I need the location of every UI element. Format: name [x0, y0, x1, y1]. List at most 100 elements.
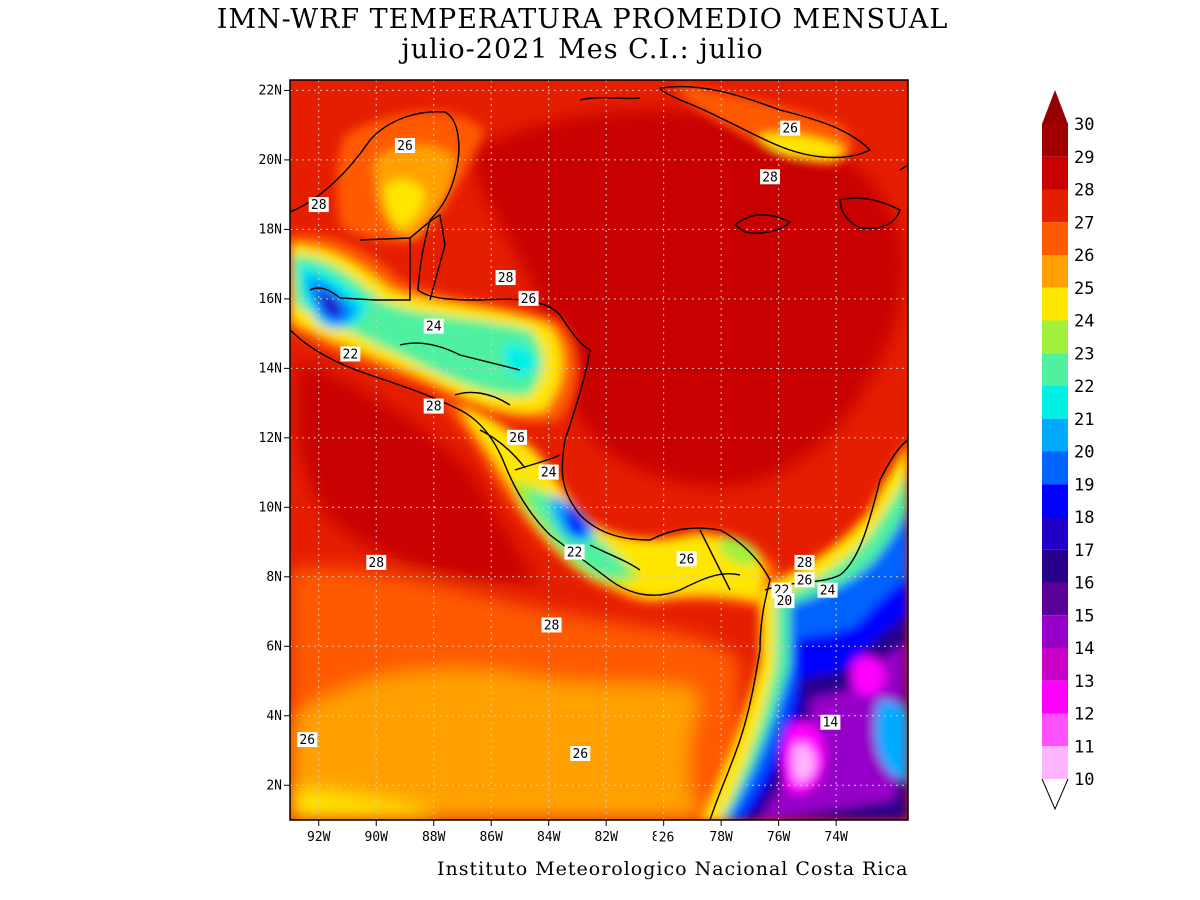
colorbar-level-label: 14 [1074, 639, 1094, 659]
contour-label: 26 [394, 138, 415, 154]
contour-label-text: 22 [567, 545, 583, 560]
colorbar-level-label: 23 [1074, 344, 1094, 364]
colorbar-swatch [1042, 320, 1068, 354]
contour-label-text: 28 [797, 556, 813, 571]
contour-label-box [564, 544, 585, 560]
lat-tick-label: 16N [259, 292, 282, 307]
lon-tick-label: 84W [537, 830, 561, 845]
lat-tick-label: 20N [259, 153, 282, 168]
colorbar-swatch [1042, 713, 1068, 747]
colorbar-swatch [1042, 615, 1068, 648]
contour-label-text: 26 [509, 431, 525, 446]
contour-label: 28 [423, 398, 444, 415]
contour-label: 24 [423, 318, 444, 335]
colorbar-level-label: 28 [1074, 181, 1094, 201]
lon-tick-label: 92W [307, 830, 331, 845]
contour-label-box [780, 120, 801, 136]
colorbar-swatch [1042, 582, 1068, 616]
contour-label-box [676, 551, 697, 567]
contour-label-text: 28 [498, 271, 514, 286]
contour-label-box [423, 318, 444, 334]
contour-label: 28 [308, 197, 329, 213]
colorbar-top-arrow [1042, 90, 1068, 124]
colorbar-swatch [1042, 746, 1068, 779]
colorbar-level-label: 24 [1074, 312, 1094, 332]
contour-label-text: 26 [797, 573, 813, 588]
contour-label-text: 26 [572, 747, 588, 762]
colorbar-bottom-arrow [1041, 778, 1069, 811]
chart-subtitle: julio-2021 Mes C.I.: julio [401, 34, 764, 65]
colorbar-swatch [1042, 680, 1068, 714]
contour-label-text: 24 [426, 320, 442, 335]
colorbar-swatch [1042, 189, 1068, 223]
colorbar-level-label: 26 [1074, 246, 1094, 266]
contour-label-text: 26 [679, 552, 695, 567]
chart-title: IMN-WRF TEMPERATURA PROMEDIO MENSUAL [216, 4, 949, 35]
contour-label: 28 [794, 554, 815, 571]
lat-tick-label: 4N [266, 709, 282, 724]
contour-label: 26 [507, 429, 528, 446]
contour-label: 22 [340, 346, 361, 362]
institution-credit: Instituto Meteorologico Nacional Costa R… [437, 858, 909, 880]
colorbar-level-label: 21 [1074, 410, 1094, 430]
contour-label-box [541, 617, 562, 633]
lon-tick-label: 88W [422, 830, 446, 845]
lon-tick-label: 76W [767, 830, 791, 845]
contour-label-box [340, 346, 361, 362]
contour-label-box [297, 732, 318, 748]
temperature-field [290, 80, 908, 820]
contour-label: 28 [366, 554, 387, 571]
colorbar-swatch [1042, 451, 1068, 485]
contour-label: 20 [774, 593, 795, 609]
colorbar-level-label: 13 [1074, 672, 1094, 692]
contour-label-text: 26 [521, 292, 537, 307]
contour-label-box [794, 554, 815, 570]
colorbar-level-label: 19 [1074, 475, 1094, 495]
contour-label: 22 [564, 544, 585, 560]
colorbar-level-label: 16 [1074, 574, 1094, 594]
contour-label: 26 [656, 829, 677, 845]
lat-tick-label: 2N [266, 778, 282, 793]
colorbar-swatch [1042, 549, 1068, 583]
contour-label-box [774, 593, 795, 609]
longitude-ticks: 92W90W88W86W84W82W80W78W76W74W [307, 820, 848, 845]
lat-tick-label: 8N [266, 570, 282, 585]
lat-tick-label: 14N [259, 361, 282, 376]
colorbar-level-label: 25 [1074, 279, 1094, 299]
contour-label-box [495, 270, 516, 286]
lon-tick-label: 90W [364, 830, 388, 845]
lat-tick-label: 12N [259, 431, 282, 446]
colorbar-swatch [1042, 156, 1068, 190]
colorbar-level-label: 29 [1074, 148, 1094, 168]
contour-label: 26 [518, 290, 539, 307]
colorbar-level-label: 10 [1074, 770, 1094, 790]
contour-label-box [394, 138, 415, 154]
contour-label-text: 26 [782, 122, 798, 137]
plot-frame [289, 79, 909, 821]
contour-label-text: 26 [659, 830, 675, 845]
contour-label: 26 [570, 745, 591, 762]
contour-label: 28 [541, 617, 562, 633]
contour-label-text: 28 [544, 618, 560, 633]
lon-tick-label: 74W [824, 830, 848, 845]
contour-label-box [308, 197, 329, 213]
colorbar-level-label: 30 [1074, 115, 1094, 135]
lat-tick-label: 18N [259, 222, 282, 237]
colorbar-level-label: 12 [1074, 705, 1094, 725]
contour-label-box [538, 464, 559, 480]
contour-label-text: 28 [762, 170, 778, 185]
lat-tick-label: 6N [266, 639, 282, 654]
contour-label-box [518, 290, 539, 306]
colorbar-level-label: 17 [1074, 541, 1094, 561]
colorbar-swatch [1042, 287, 1068, 321]
contour-label: 14 [820, 714, 841, 731]
colorbar-level-label: 22 [1074, 377, 1094, 397]
colorbar-swatch [1042, 353, 1068, 386]
contour-label-text: 14 [823, 716, 839, 731]
lon-tick-label: 78W [709, 830, 733, 845]
colorbar-level-label: 20 [1074, 443, 1094, 463]
map-gridlines [290, 80, 908, 820]
contour-label-box [760, 169, 781, 185]
contour-label-text: 28 [311, 198, 327, 213]
